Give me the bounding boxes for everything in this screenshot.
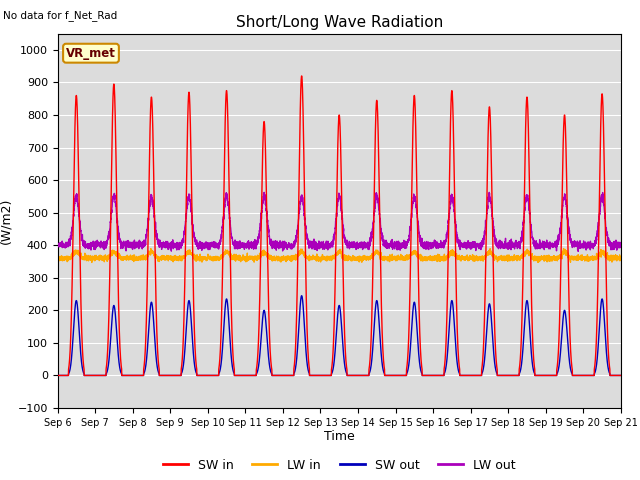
SW in [435,372,442,378]
SW in [617,372,625,378]
LW out [617,243,625,249]
SW in [466,372,474,378]
Line: LW out: LW out [58,192,621,252]
LW in [466,254,474,260]
SW in [498,372,506,378]
LW in [617,256,625,262]
SW in [54,372,61,378]
SW out [298,293,305,299]
LW out [466,241,474,247]
SW out [498,372,506,378]
Line: SW in: SW in [58,76,621,375]
SW in [616,372,624,378]
LW in [155,254,163,260]
LW in [88,260,95,265]
SW in [155,364,163,370]
Title: Short/Long Wave Radiation: Short/Long Wave Radiation [236,15,443,30]
X-axis label: Time: Time [324,431,355,444]
Text: VR_met: VR_met [66,47,116,60]
Legend: SW in, LW in, SW out, LW out: SW in, LW in, SW out, LW out [157,454,521,477]
Line: SW out: SW out [58,296,621,375]
LW out [319,241,326,247]
SW out [435,372,442,378]
LW in [616,255,624,261]
LW in [54,255,61,261]
Line: LW in: LW in [58,249,621,263]
SW out [155,370,163,376]
Y-axis label: (W/m2): (W/m2) [0,198,12,244]
LW out [435,242,442,248]
LW out [260,190,268,195]
LW in [319,254,326,260]
SW out [616,372,624,378]
SW out [319,372,326,378]
LW out [155,241,163,247]
SW out [617,372,625,378]
LW in [498,252,506,258]
SW out [54,372,61,378]
SW in [298,73,305,79]
SW out [466,372,474,378]
LW out [54,242,61,248]
Text: No data for f_Net_Rad: No data for f_Net_Rad [3,10,118,21]
LW out [498,244,506,250]
LW out [616,245,624,251]
LW in [560,246,568,252]
LW in [435,255,442,261]
SW in [319,372,326,378]
LW out [574,249,582,254]
